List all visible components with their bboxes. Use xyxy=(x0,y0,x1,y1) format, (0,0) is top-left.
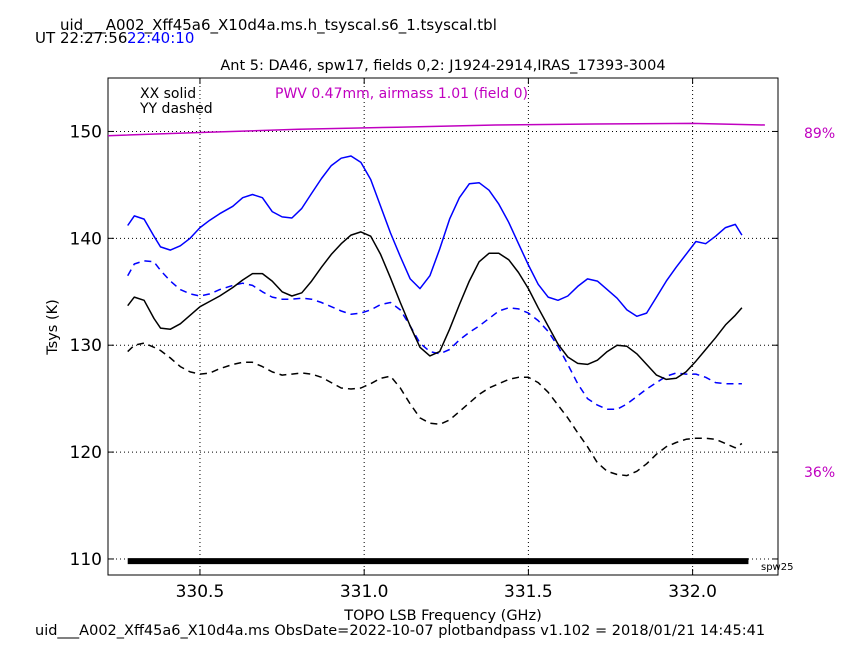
x-tick-label: 330.5 xyxy=(176,582,225,602)
table-name: uid___A002_Xff45a6_X10d4a.ms.h_tsyscal.s… xyxy=(60,16,497,35)
chart-title: Ant 5: DA46, spw17, fields 0,2: J1924-29… xyxy=(220,58,665,74)
legend-xx-solid: XX solid xyxy=(140,86,196,102)
y-tick-label: 120 xyxy=(70,443,102,463)
ut-start-time: 22:27:56 xyxy=(60,29,127,47)
series-layer xyxy=(107,122,765,565)
transmission-bottom-label: 36% xyxy=(804,465,835,481)
y-axis-label: Tsys (K) xyxy=(45,299,61,356)
series-line-black-yy xyxy=(127,342,743,477)
y-tick-label: 110 xyxy=(70,550,102,570)
y-tick-label: 130 xyxy=(70,336,102,356)
axis-ticks: 330.5 331.0 331.5 332.0 110 120 130 140 150 xyxy=(70,78,778,602)
x-tick-label: 331.5 xyxy=(504,582,553,602)
x-tick-label: 332.0 xyxy=(668,582,717,602)
series-line-pwv-transmission xyxy=(107,122,765,137)
series-line-blue-xx xyxy=(127,155,743,318)
ut-end-time: 22:40:10 xyxy=(127,29,194,47)
pwv-annotation: PWV 0.47mm, airmass 1.01 (field 0) xyxy=(275,86,528,102)
series-line-black-xx xyxy=(127,231,743,381)
x-axis-label: TOPO LSB Frequency (GHz) xyxy=(343,608,541,624)
y-tick-label: 150 xyxy=(70,122,102,142)
grid-lines xyxy=(108,78,778,575)
transmission-top-label: 89% xyxy=(804,126,835,142)
y-tick-label: 140 xyxy=(70,229,102,249)
ut-label: UT xyxy=(35,29,56,47)
series-line-blue-yy xyxy=(127,260,742,411)
spw-bar-label: spw25 xyxy=(761,562,793,573)
footer-caption: uid___A002_Xff45a6_X10d4a.ms ObsDate=202… xyxy=(35,623,765,639)
plot-frame xyxy=(107,77,779,576)
legend-yy-dashed: YY dashed xyxy=(139,101,213,117)
x-tick-label: 331.0 xyxy=(340,582,389,602)
